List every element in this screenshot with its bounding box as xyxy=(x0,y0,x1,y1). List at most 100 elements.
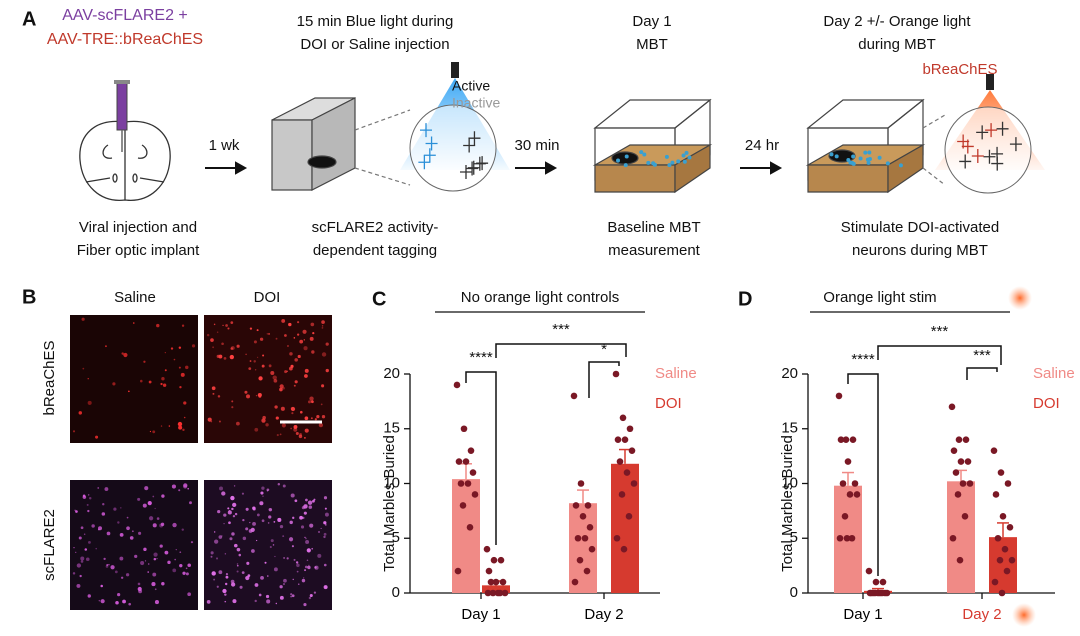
significance-bracket xyxy=(966,367,998,380)
data-point xyxy=(483,545,491,553)
cell xyxy=(292,578,294,581)
data-point xyxy=(954,491,962,498)
cell xyxy=(154,600,159,605)
significance-bracket xyxy=(847,373,879,576)
data-point xyxy=(952,469,960,476)
cell xyxy=(232,502,237,507)
cell xyxy=(230,347,234,350)
data-point xyxy=(1001,545,1009,553)
cell xyxy=(100,584,103,588)
cell xyxy=(162,383,167,387)
cell xyxy=(266,333,269,335)
data-point xyxy=(872,578,880,586)
neuron-icon xyxy=(971,148,984,163)
data-point xyxy=(846,491,854,498)
cell xyxy=(216,331,219,333)
cell xyxy=(283,583,285,585)
cell xyxy=(153,552,158,557)
cell xyxy=(87,494,90,496)
cell xyxy=(296,570,299,573)
cell xyxy=(84,548,88,551)
cell xyxy=(137,582,141,586)
cell xyxy=(224,600,227,603)
neuron-icon xyxy=(983,149,996,164)
cell xyxy=(83,533,86,535)
cell xyxy=(213,578,216,581)
neuron-icon xyxy=(466,161,479,176)
cell xyxy=(318,422,324,428)
cell xyxy=(297,354,301,359)
cell xyxy=(82,494,86,498)
cell xyxy=(249,521,251,524)
cell xyxy=(241,571,245,575)
cell xyxy=(325,368,329,373)
cell xyxy=(321,320,325,324)
cell xyxy=(172,522,177,528)
cell xyxy=(307,400,311,404)
cell xyxy=(140,561,145,566)
neuron-icon xyxy=(425,136,438,151)
cell xyxy=(321,326,324,329)
data-point xyxy=(836,534,844,542)
neuron-icon xyxy=(418,155,431,170)
cell xyxy=(189,501,192,505)
cell xyxy=(258,593,262,597)
cell xyxy=(140,379,143,383)
cell xyxy=(110,565,115,570)
cell xyxy=(231,406,234,409)
cell xyxy=(288,537,294,542)
cell xyxy=(227,510,232,515)
cell xyxy=(211,571,216,576)
data-point xyxy=(471,491,479,498)
cell xyxy=(106,531,111,536)
cell xyxy=(249,327,253,330)
cell xyxy=(230,495,235,501)
cell xyxy=(217,510,221,514)
cell xyxy=(310,322,315,327)
cell xyxy=(314,418,318,421)
cell xyxy=(164,369,167,372)
cell xyxy=(279,585,283,589)
cell xyxy=(284,334,287,337)
step-header: 15 min Blue light during xyxy=(297,13,454,30)
cell xyxy=(87,509,90,513)
cell xyxy=(279,384,284,389)
cell xyxy=(282,484,286,488)
step-caption: scFLARE2 activity- xyxy=(312,219,439,236)
cell xyxy=(206,599,211,604)
cell xyxy=(308,564,310,567)
cell xyxy=(295,431,299,435)
cell xyxy=(303,511,307,515)
cell xyxy=(304,565,308,569)
cell xyxy=(187,487,190,490)
data-point xyxy=(883,589,891,597)
data-point xyxy=(501,589,509,597)
cell xyxy=(74,509,76,511)
cell xyxy=(85,557,90,562)
neuron-icon xyxy=(991,156,1004,171)
cell xyxy=(80,556,85,561)
cell xyxy=(283,578,287,583)
data-point xyxy=(466,524,474,531)
cell xyxy=(105,345,107,348)
cell xyxy=(190,541,194,544)
cell xyxy=(267,522,270,524)
step-header: DOI or Saline injection xyxy=(300,36,449,53)
cell xyxy=(89,497,92,500)
cell xyxy=(178,366,181,369)
data-point xyxy=(835,392,843,400)
significance-label: *** xyxy=(973,347,991,364)
legend-inactive: Inactive xyxy=(452,95,500,111)
cell xyxy=(294,358,298,362)
cell xyxy=(187,563,191,568)
legend-entry: DOI xyxy=(655,395,682,412)
cell xyxy=(178,346,182,349)
cell xyxy=(126,516,129,519)
step-caption: dependent tagging xyxy=(313,242,437,259)
cell xyxy=(230,321,234,324)
cell xyxy=(178,489,181,492)
cell xyxy=(211,386,216,391)
cell xyxy=(231,507,234,511)
data-point xyxy=(499,578,507,586)
cell xyxy=(245,353,247,356)
